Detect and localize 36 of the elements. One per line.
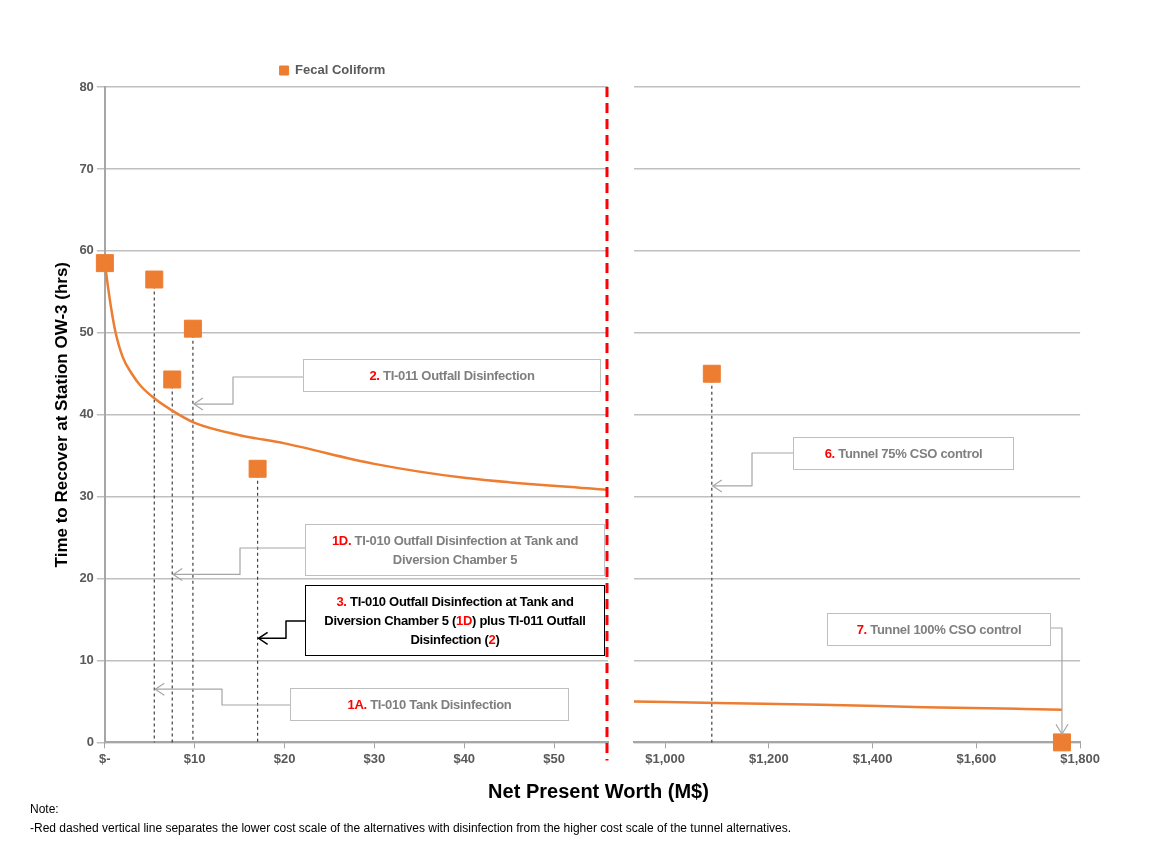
y-tick-label: 60 (79, 242, 94, 258)
text: -Red dashed vertical line separates the lower cost scale of the alternatives with disinfection from the higher cost scale of the tunnel alternatives. (30, 821, 792, 835)
annotation: 6. Tunnel 75% CSO control (824, 446, 983, 461)
x-axis-title: Net Present Worth (M$) (487, 780, 710, 803)
x-tick-label: $1,200 (748, 750, 789, 766)
y-axis-title: Time to Recover at Station OW-3 (hrs) (51, 262, 71, 568)
point (95, 254, 114, 273)
annotation: 1A. TI-010 Tank Disinfection (347, 697, 512, 712)
x-tick-label: $1,400 (852, 750, 893, 766)
x-tick-label: $40 (453, 750, 476, 766)
y-tick-label: 70 (79, 160, 94, 176)
x-tick-label: $- (99, 750, 111, 766)
text: Note: (30, 802, 59, 816)
y-tick-label: 80 (79, 78, 94, 94)
point (248, 459, 267, 478)
annotation: 2. TI-011 Outfall Disinfection (369, 368, 535, 383)
annotation: 1D. TI-010 Outfall Disinfection at Tank and Diversion Chamber 5 (331, 533, 579, 567)
y-tick-label: 40 (79, 406, 94, 422)
x-tick-label: $1,000 (645, 750, 686, 766)
y-tick-label: 50 (79, 324, 94, 340)
y-tick-label: 0 (86, 733, 94, 749)
point (145, 270, 164, 289)
x-tick-label: $50 (543, 750, 565, 766)
y-tick-label: 20 (79, 570, 94, 586)
y-tick-label: 30 (79, 488, 94, 504)
x-tick-label: $20 (273, 750, 296, 766)
x-tick-label: $10 (183, 750, 206, 766)
x-tick-label: $30 (363, 750, 386, 766)
point (163, 370, 182, 389)
point (183, 319, 202, 338)
annotation: 7. Tunnel 100% CSO control (856, 622, 1022, 637)
legend-label: Fecal Coliform (295, 62, 386, 78)
text: 3. TI-010 Outfall Disinfection at Tank and Diversion Chamber 5 (1D) plus TI-011 Outfall Disinfection (2) (324, 594, 586, 647)
y-tick-label: 10 (79, 652, 94, 668)
x-tick-label: $1,800 (1060, 750, 1100, 766)
x-tick-label: $1,600 (956, 750, 997, 766)
